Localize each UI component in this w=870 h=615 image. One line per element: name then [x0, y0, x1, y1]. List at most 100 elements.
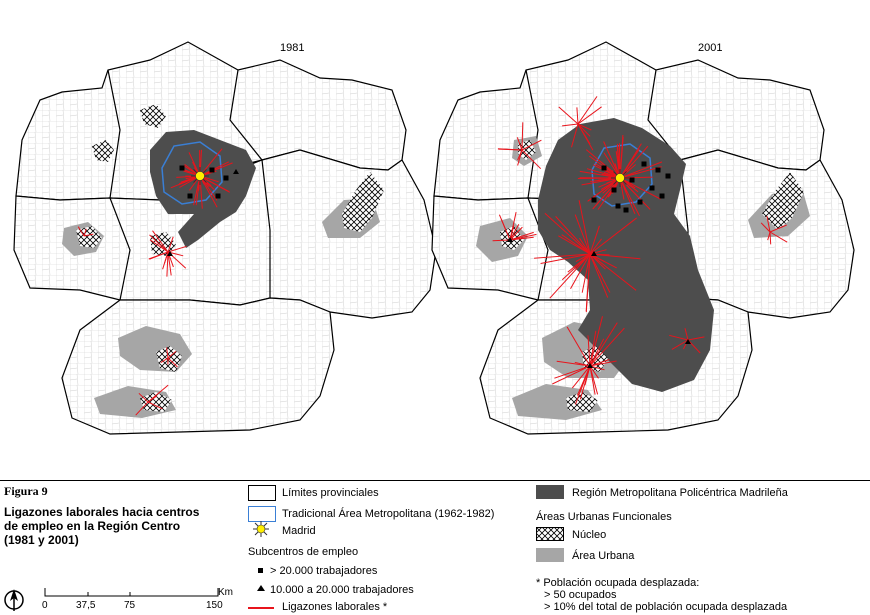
commuting-link	[769, 224, 787, 233]
commuting-link	[577, 106, 602, 125]
commuting-link	[199, 148, 223, 177]
madrid-star-icon	[253, 521, 269, 537]
commuting-link	[138, 392, 149, 403]
commuting-link	[167, 351, 177, 359]
commuting-link	[589, 253, 611, 293]
commuting-link	[167, 245, 187, 253]
commuting-link	[166, 347, 169, 359]
subcenter-triangle-icon	[587, 363, 593, 368]
commuting-link	[135, 401, 149, 416]
polycentric-region	[150, 130, 256, 248]
north-arrow-icon	[4, 589, 24, 611]
commuting-link	[581, 177, 621, 186]
commuting-link	[769, 231, 772, 245]
commuting-link	[534, 253, 591, 259]
subcenter-square-icon	[215, 193, 221, 199]
commuting-link	[509, 223, 520, 241]
commuting-link	[769, 231, 788, 243]
commuting-link	[561, 234, 591, 255]
subcenter-triangle-icon	[257, 585, 265, 591]
commuting-link	[83, 228, 87, 237]
traditional-area-outline	[161, 141, 223, 205]
map-year-1981: 1981	[280, 42, 305, 54]
legend-urban-area: Área Urbana	[572, 550, 635, 562]
commuting-link	[166, 251, 169, 277]
commuting-link	[552, 365, 591, 385]
legend-subcenter-medium: 10.000 a 20.000 trabajadores	[270, 584, 414, 596]
commuting-link	[199, 175, 218, 208]
commuting-link	[603, 152, 621, 179]
polycentric-region	[538, 118, 714, 392]
commuting-link	[592, 164, 621, 179]
scale-tick: 37,5	[76, 600, 96, 611]
commuting-link	[521, 122, 524, 151]
map-2001	[431, 41, 855, 435]
commuting-link	[589, 327, 625, 367]
legend-swatch-nucleus	[536, 527, 564, 541]
commuting-link	[556, 360, 591, 367]
commuting-link	[516, 137, 523, 151]
commuting-link	[589, 316, 603, 367]
commuting-link	[540, 253, 591, 264]
subcenter-square-icon	[623, 207, 629, 213]
commuting-link	[589, 253, 641, 260]
map-1981	[13, 41, 437, 435]
commuting-link	[687, 339, 701, 354]
commuting-link	[575, 253, 591, 263]
legend-swatch-links	[248, 607, 274, 609]
legend-note-2: > 10% del total de población ocupada des…	[544, 601, 788, 613]
maps-panel	[13, 41, 855, 435]
commuting-link	[669, 334, 689, 341]
subcenter-square-icon	[655, 167, 661, 173]
nucleus	[92, 140, 114, 162]
nucleus	[140, 104, 166, 128]
legend-swatch-region	[536, 485, 564, 499]
commuting-link	[574, 214, 591, 255]
commuting-link	[561, 253, 591, 281]
commuting-link	[566, 326, 591, 367]
subcenter-square-icon	[615, 203, 621, 209]
subcenter-square-icon	[258, 568, 263, 573]
figure-title-line: Ligazones laborales hacia centros	[4, 505, 200, 519]
commuting-link	[147, 395, 158, 403]
commuting-link	[162, 251, 169, 270]
figure-title-line: de empleo en la Región Centro	[4, 519, 181, 533]
legend-swatch-urban	[536, 548, 564, 562]
subcenter-triangle-icon	[233, 169, 239, 174]
commuting-link	[83, 233, 94, 237]
commuting-link	[570, 253, 591, 289]
commuting-link	[619, 166, 662, 179]
commuting-link	[498, 214, 511, 241]
commuting-link	[760, 222, 771, 233]
commuting-link	[589, 253, 609, 298]
commuting-link	[555, 216, 591, 255]
nucleus	[140, 392, 172, 412]
commuting-link	[521, 149, 542, 170]
figure-label: Figura 9	[4, 484, 48, 498]
commuting-link	[509, 226, 523, 241]
commuting-link	[577, 123, 594, 151]
subcenter-square-icon	[649, 185, 655, 191]
legend-traditional-area: Tradicional Área Metropolitana (1962-198…	[282, 508, 495, 520]
commuting-link	[149, 234, 169, 253]
commuting-link	[589, 359, 610, 367]
commuting-link	[147, 401, 163, 410]
commuting-link	[498, 148, 523, 151]
commuting-link	[619, 161, 663, 179]
commuting-link	[544, 212, 591, 255]
subcenter-square-icon	[629, 177, 635, 183]
legend-nucleus: Núcleo	[572, 529, 607, 541]
figure-title-line: (1981 y 2001)	[4, 533, 79, 547]
commuting-link	[576, 107, 579, 125]
subcenter-square-icon	[659, 193, 665, 199]
map-year-2001: 2001	[698, 42, 723, 54]
commuting-link	[578, 200, 591, 255]
commuting-link	[671, 339, 689, 350]
scale-bar	[44, 588, 219, 597]
commuting-link	[589, 225, 600, 255]
legend-functional-areas-title: Áreas Urbanas Funcionales	[536, 511, 672, 523]
commuting-link	[517, 149, 523, 161]
subcenter-square-icon	[601, 165, 607, 171]
legend-subcenter-large: > 20.000 trabajadores	[270, 565, 378, 577]
legend-note-title: * Población ocupada desplazada:	[536, 577, 700, 589]
